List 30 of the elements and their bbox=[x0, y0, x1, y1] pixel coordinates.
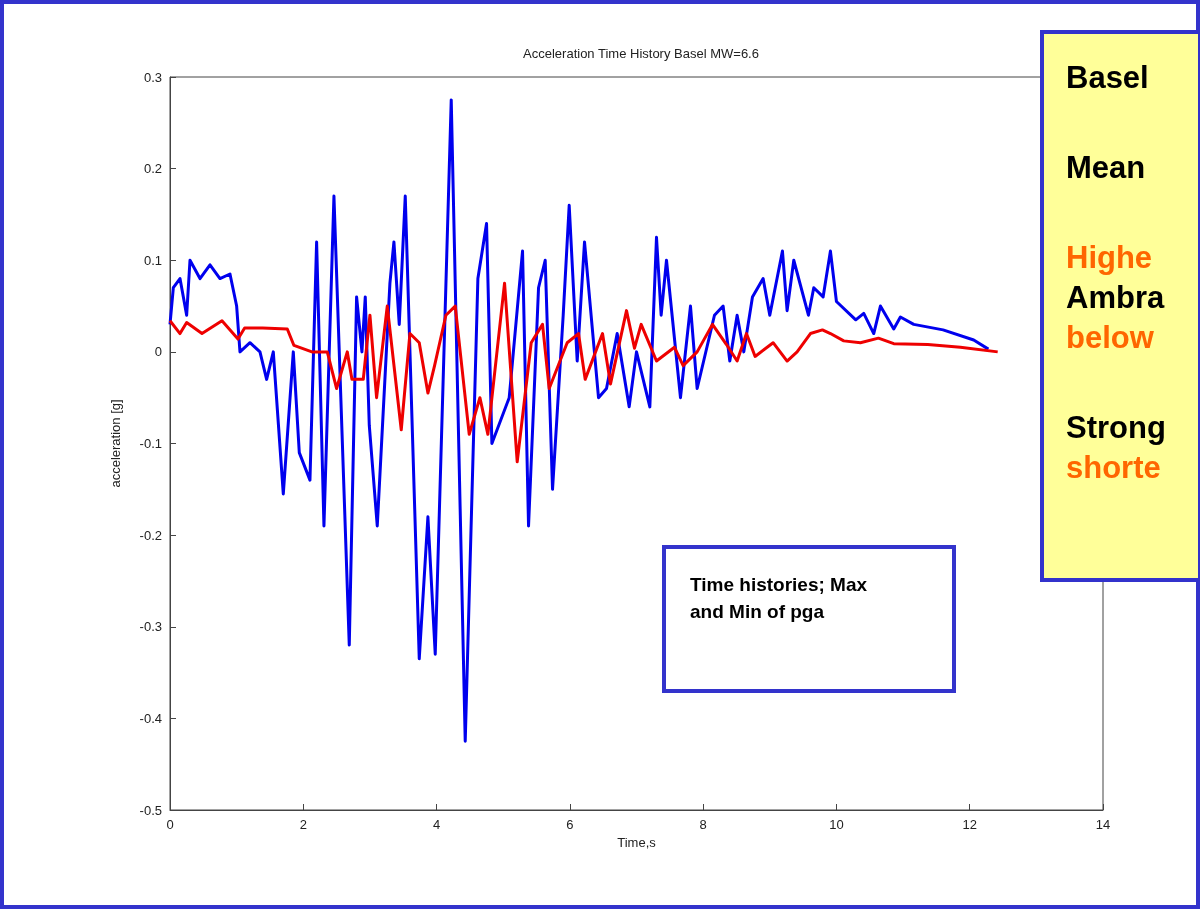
text-box: Time histories; Max and Min of pga bbox=[662, 545, 956, 693]
x-tick-label: 10 bbox=[829, 817, 844, 832]
x-tick-label: 12 bbox=[962, 817, 977, 832]
annotation: Strong bbox=[1066, 409, 1167, 447]
x-tick-label: 14 bbox=[1095, 817, 1111, 832]
x-tick-label: 0 bbox=[166, 817, 174, 832]
chart-title: Acceleration Time History Basel MW=6.6 bbox=[523, 46, 759, 61]
y-tick-label: 0 bbox=[154, 344, 162, 360]
x-tick-label: 8 bbox=[699, 817, 707, 832]
x-axis-title: Time,s bbox=[617, 834, 657, 850]
y-tick-label: 0.3 bbox=[143, 69, 162, 85]
x-tick-label: 6 bbox=[566, 817, 574, 832]
line-series bbox=[168, 281, 1000, 464]
y-tick-label: -0.5 bbox=[139, 802, 162, 818]
y-tick-label: 0.2 bbox=[143, 161, 162, 177]
y-axis-title: acceleration [g] bbox=[108, 399, 123, 488]
line-series bbox=[168, 98, 990, 743]
annotation: Ambra bbox=[1066, 279, 1166, 317]
annotation: Mean bbox=[1066, 149, 1147, 187]
annotation: Basel bbox=[1066, 59, 1150, 97]
y-tick-label: -0.1 bbox=[139, 436, 162, 451]
annotation: below bbox=[1066, 319, 1155, 357]
y-tick-label: -0.2 bbox=[139, 527, 162, 543]
y-tick-label: -0.3 bbox=[139, 619, 162, 635]
annotation: Highe bbox=[1066, 239, 1154, 277]
y-tick-label: 0.1 bbox=[143, 252, 162, 268]
x-tick-label: 4 bbox=[432, 817, 441, 832]
y-tick-label: -0.4 bbox=[139, 710, 162, 726]
annotation: shorte bbox=[1066, 449, 1162, 487]
x-tick-label: 2 bbox=[299, 817, 307, 832]
